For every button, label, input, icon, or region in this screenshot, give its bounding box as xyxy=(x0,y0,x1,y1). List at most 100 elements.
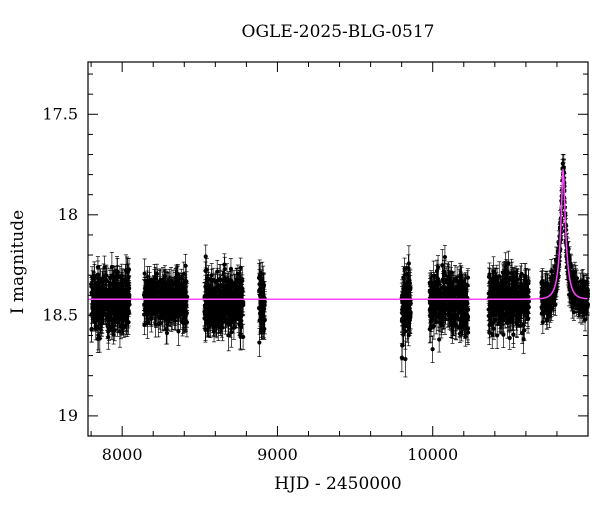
data-point xyxy=(261,294,266,299)
data-point xyxy=(93,294,98,299)
data-point xyxy=(402,291,407,296)
data-point xyxy=(207,300,212,305)
data-point xyxy=(105,324,110,329)
data-point xyxy=(102,300,107,305)
data-point xyxy=(91,303,96,308)
data-point xyxy=(207,324,212,329)
data-point xyxy=(125,276,130,282)
data-point xyxy=(107,275,113,280)
data-point xyxy=(203,254,208,259)
data-point xyxy=(402,299,407,305)
data-point xyxy=(238,312,243,317)
data-point xyxy=(96,333,101,338)
data-point xyxy=(160,278,166,283)
data-point xyxy=(231,282,237,288)
data-point xyxy=(238,334,243,339)
data-point xyxy=(235,293,240,298)
data-point xyxy=(399,318,405,324)
data-point xyxy=(404,272,409,277)
data-point xyxy=(209,310,215,315)
data-point xyxy=(231,301,236,306)
data-point xyxy=(89,282,94,287)
data-point xyxy=(406,265,411,270)
data-point xyxy=(181,271,186,277)
data-point xyxy=(126,310,131,315)
data-point xyxy=(262,303,267,308)
data-point xyxy=(239,324,244,330)
data-point xyxy=(142,271,147,276)
data-point xyxy=(171,303,176,308)
data-point xyxy=(228,266,234,271)
data-point xyxy=(113,300,118,305)
data-point xyxy=(94,299,99,305)
data-point xyxy=(222,267,227,272)
data-point xyxy=(400,343,405,348)
data-point xyxy=(165,293,170,298)
data-point xyxy=(211,329,217,334)
data-point xyxy=(169,289,174,294)
data-point xyxy=(403,356,408,362)
data-point xyxy=(406,261,411,266)
data-point xyxy=(215,283,220,288)
data-point xyxy=(95,280,101,285)
data-point xyxy=(124,269,130,275)
data-point xyxy=(142,322,147,328)
data-point xyxy=(164,330,170,336)
data-point xyxy=(158,321,163,326)
data-point xyxy=(234,277,239,282)
data-point xyxy=(103,305,109,310)
data-point xyxy=(167,311,172,317)
data-point xyxy=(175,290,180,296)
data-point xyxy=(226,322,231,327)
data-point xyxy=(150,287,155,292)
data-point xyxy=(203,327,208,332)
data-point xyxy=(92,273,97,278)
data-point xyxy=(148,300,153,305)
data-point xyxy=(407,314,412,319)
data-point xyxy=(408,287,413,292)
data-point xyxy=(228,291,233,296)
data-point xyxy=(239,284,244,289)
data-point xyxy=(223,291,228,296)
data-point xyxy=(115,286,120,291)
data-point xyxy=(107,291,113,297)
data-point xyxy=(98,316,103,321)
data-point xyxy=(164,304,169,309)
data-point xyxy=(115,281,121,286)
data-point xyxy=(122,280,127,285)
data-point xyxy=(145,305,151,310)
data-point xyxy=(119,288,124,293)
data-point xyxy=(222,279,227,284)
data-point xyxy=(215,269,220,274)
data-point xyxy=(226,309,232,314)
data-point xyxy=(149,311,154,316)
data-point xyxy=(170,281,176,287)
data-point xyxy=(153,289,158,294)
data-point xyxy=(158,289,163,294)
data-point xyxy=(145,282,150,287)
data-point xyxy=(104,273,109,278)
data-point xyxy=(217,313,222,318)
data-point xyxy=(100,305,105,310)
data-point xyxy=(117,314,122,319)
data-point xyxy=(95,336,100,342)
data-point xyxy=(259,317,264,322)
data-point xyxy=(209,277,214,283)
data-point xyxy=(106,288,111,293)
data-point xyxy=(219,307,224,312)
data-point xyxy=(211,325,216,330)
data-point xyxy=(153,322,158,327)
data-point xyxy=(178,301,183,306)
data-point xyxy=(203,268,208,273)
data-point xyxy=(241,299,246,305)
data-point xyxy=(257,282,262,287)
data-point xyxy=(262,326,267,332)
data-point xyxy=(235,271,241,276)
data-point xyxy=(257,340,262,345)
data-point xyxy=(212,303,217,308)
chart-title: OGLE-2025-BLG-0517 xyxy=(88,22,588,42)
x-axis-label: HJD - 2450000 xyxy=(88,474,588,494)
data-point xyxy=(184,310,189,315)
data-point xyxy=(401,275,406,280)
